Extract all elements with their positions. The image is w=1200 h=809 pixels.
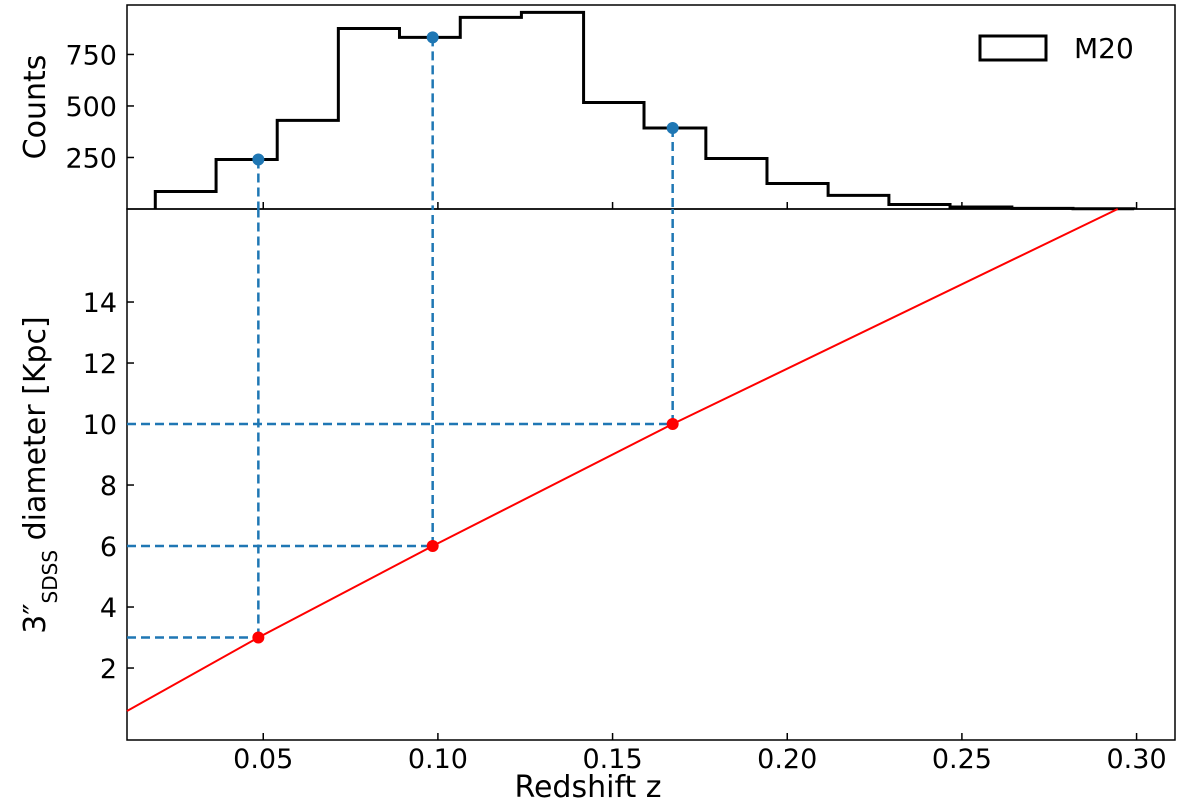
- y-tick-label: 4: [100, 593, 117, 624]
- histogram-bar: [277, 120, 338, 209]
- histogram-bar: [399, 37, 460, 209]
- plot-frame: [127, 209, 1175, 740]
- x-tick-label: 0.10: [408, 744, 468, 775]
- histogram-bar: [216, 160, 277, 209]
- y-tick-label: 2: [100, 654, 117, 685]
- histogram-bar: [767, 183, 828, 209]
- y-axis-label: Counts: [18, 55, 53, 160]
- histogram-bar: [155, 191, 216, 209]
- point: [667, 418, 679, 430]
- legend-label: M20: [1074, 32, 1134, 65]
- y-tick-label: 8: [100, 471, 117, 502]
- x-tick-label: 0.05: [233, 744, 293, 775]
- y-tick-label: 6: [100, 532, 117, 563]
- histogram-bar: [644, 128, 706, 209]
- histogram-bar: [521, 12, 583, 209]
- y-tick-label: 250: [65, 143, 117, 174]
- point: [252, 632, 264, 644]
- line: [127, 209, 1118, 711]
- y-axis-label: 3″SDSS diameter [Kpc]: [18, 316, 62, 633]
- label-part: 3″: [18, 603, 53, 633]
- y-tick-label: 500: [65, 92, 117, 123]
- point: [427, 31, 439, 43]
- x-tick-label: 0.25: [932, 744, 992, 775]
- point: [252, 154, 264, 166]
- point: [667, 122, 679, 134]
- histogram-bar: [706, 159, 767, 209]
- x-tick-label: 0.20: [757, 744, 817, 775]
- x-axis-label: Redshift z: [514, 770, 661, 805]
- histogram-step: [155, 12, 1134, 209]
- x-tick-label: 0.30: [1107, 744, 1167, 775]
- label-part: diameter [Kpc]: [18, 316, 53, 550]
- histogram-bar: [584, 102, 644, 209]
- y-tick-label: 12: [83, 349, 117, 380]
- y-tick-label: 10: [83, 410, 117, 441]
- histogram-bar: [338, 28, 399, 209]
- y-tick-label: 14: [83, 288, 117, 319]
- x-tick-label: 0.15: [583, 744, 643, 775]
- legend-swatch: [980, 36, 1046, 60]
- histogram-bar: [828, 195, 889, 209]
- histogram-bar: [460, 17, 521, 209]
- y-tick-label: 750: [65, 40, 117, 71]
- label-sub: SDSS: [38, 550, 62, 604]
- point: [427, 540, 439, 552]
